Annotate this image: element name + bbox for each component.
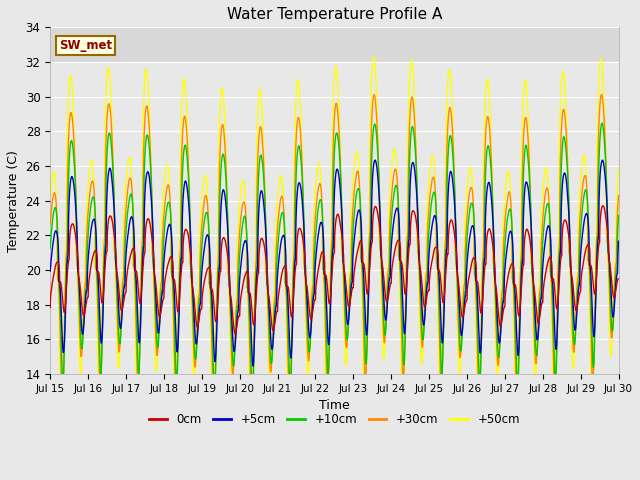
- Title: Water Temperature Profile A: Water Temperature Profile A: [227, 7, 442, 22]
- Bar: [50, 27, 618, 62]
- Legend: 0cm, +5cm, +10cm, +30cm, +50cm: 0cm, +5cm, +10cm, +30cm, +50cm: [144, 408, 525, 431]
- Text: SW_met: SW_met: [59, 39, 112, 52]
- Y-axis label: Temperature (C): Temperature (C): [7, 150, 20, 252]
- X-axis label: Time: Time: [319, 399, 350, 412]
